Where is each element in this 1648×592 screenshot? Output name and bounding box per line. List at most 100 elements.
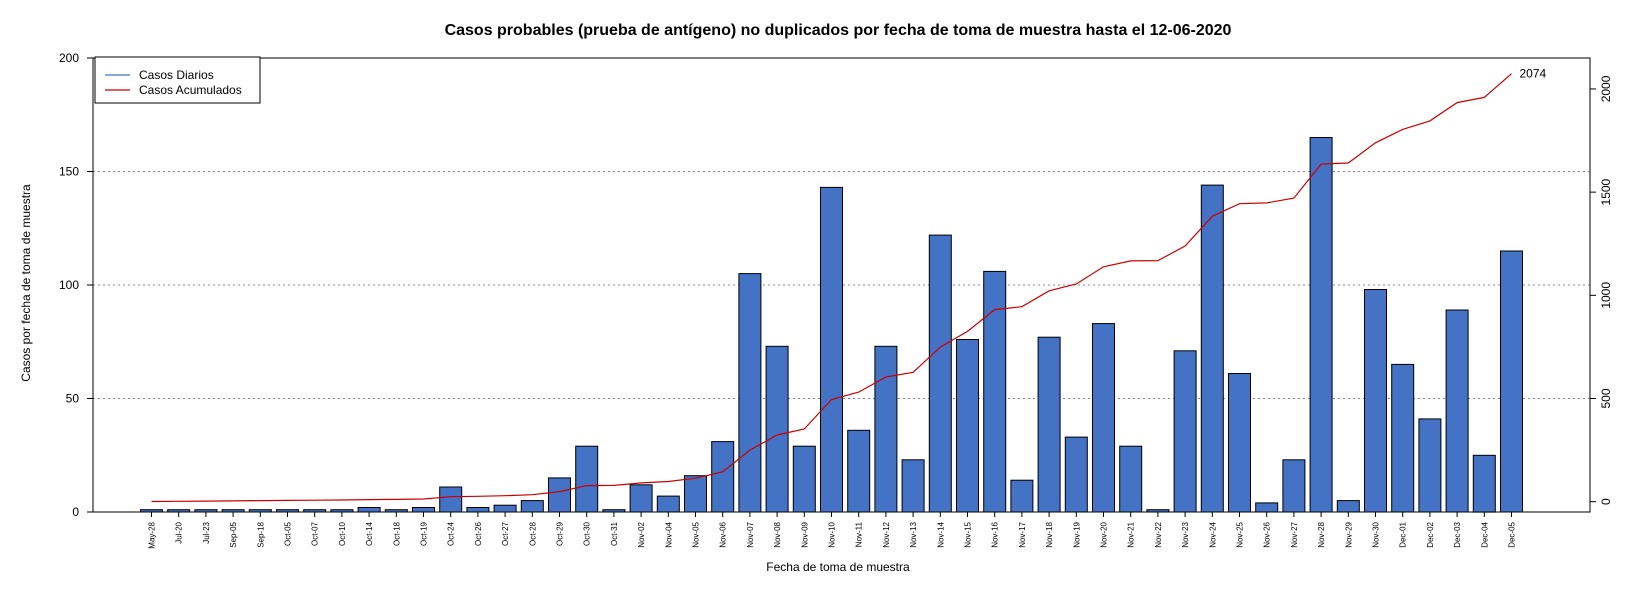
- bar: [548, 477, 571, 513]
- y-tick-label: 200: [59, 51, 79, 65]
- x-tick-label: Oct-18: [392, 521, 401, 546]
- bar: [357, 507, 381, 513]
- y2-tick-label: 500: [1599, 388, 1613, 408]
- x-tick-label: Dec-03: [1453, 521, 1462, 547]
- y-axis-label: Casos por fecha de toma de muestra: [19, 184, 33, 382]
- x-tick-label: Nov-05: [692, 521, 701, 547]
- x-tick-label: Nov-27: [1290, 521, 1299, 547]
- bar: [466, 507, 490, 513]
- bar: [792, 445, 816, 513]
- x-tick-label: Oct-31: [610, 521, 619, 546]
- bar: [956, 339, 979, 513]
- x-tick-label: Nov-30: [1372, 521, 1381, 547]
- bar: [765, 345, 789, 513]
- bar: [820, 186, 843, 513]
- cumulative-line: [151, 73, 1512, 503]
- bar: [738, 273, 762, 513]
- x-tick-label: Nov-15: [964, 521, 973, 547]
- x-tick-label: Nov-20: [1100, 521, 1109, 547]
- cumulative-end-label: 2074: [1520, 67, 1547, 81]
- daily-bars: [140, 137, 1523, 513]
- x-tick-label: Nov-26: [1263, 521, 1272, 547]
- bar: [629, 484, 653, 513]
- y-axis-left: 0 50 100 150 200: [59, 51, 93, 519]
- x-tick-label: Nov-06: [719, 521, 728, 547]
- chart-title: Casos probables (prueba de antígeno) no …: [445, 22, 1232, 39]
- x-tick-label: Nov-16: [991, 521, 1000, 547]
- x-tick-label: Nov-04: [664, 521, 673, 547]
- y-tick-label: 100: [59, 278, 79, 292]
- x-tick-label: Oct-19: [420, 521, 429, 546]
- bar: [1010, 479, 1034, 513]
- bar: [928, 234, 952, 513]
- bar: [1255, 502, 1279, 513]
- x-axis-label: Fecha de toma de muestra: [766, 560, 910, 574]
- x-tick-label: Oct-05: [284, 521, 293, 546]
- x-tick-label: Oct-29: [556, 521, 565, 546]
- bar: [847, 429, 871, 513]
- bar: [412, 507, 435, 513]
- bar: [1228, 373, 1251, 513]
- x-tick-label: Dec-05: [1508, 521, 1517, 547]
- x-tick-label: Nov-08: [773, 521, 782, 547]
- y2-tick-label: 1000: [1599, 282, 1613, 309]
- bar: [1364, 289, 1387, 513]
- legend-label-daily: Casos Diarios: [139, 68, 214, 82]
- x-tick-label: Jul-23: [202, 521, 211, 543]
- x-tick-label: May-28: [148, 521, 157, 548]
- x-tick-label: Oct-30: [583, 521, 592, 546]
- bar: [684, 475, 707, 513]
- x-axis: May-28 Jul-20 Jul-23 Sep-05 Sep-18 Oct-05 Oct-…: [148, 512, 1517, 549]
- y-tick-label: 50: [66, 392, 80, 406]
- x-tick-label: Nov-14: [936, 521, 945, 547]
- bar: [656, 495, 680, 513]
- y2-tick-label: 2000: [1599, 75, 1613, 102]
- x-tick-label: Nov-28: [1317, 521, 1326, 547]
- x-tick-label: Jul-20: [175, 521, 184, 543]
- bar: [1037, 336, 1061, 513]
- bar: [1282, 459, 1306, 513]
- y2-tick-label: 1500: [1599, 178, 1613, 205]
- x-tick-label: Oct-14: [365, 521, 374, 546]
- x-tick-label: Nov-07: [746, 521, 755, 547]
- bar: [1500, 250, 1523, 513]
- x-tick-label: Nov-21: [1127, 521, 1136, 547]
- legend: Casos Diarios Casos Acumulados: [94, 56, 261, 104]
- x-tick-label: Nov-17: [1018, 521, 1027, 547]
- bar: [1200, 184, 1224, 513]
- bar: [1418, 418, 1442, 513]
- bar: [1336, 500, 1360, 513]
- bar: [711, 441, 735, 513]
- x-tick-label: Oct-28: [528, 521, 537, 546]
- x-tick-label: Oct-10: [338, 521, 347, 546]
- x-tick-label: Nov-18: [1045, 521, 1054, 547]
- bar: [1391, 363, 1415, 513]
- x-tick-label: Nov-25: [1236, 521, 1245, 547]
- x-tick-label: Nov-12: [882, 521, 891, 547]
- x-tick-label: Oct-24: [447, 521, 456, 546]
- bar: [901, 459, 925, 513]
- y2-tick-label: 0: [1599, 498, 1613, 505]
- y-axis-right: 0 500 1000 1500 2000: [1590, 75, 1613, 505]
- x-tick-label: Oct-26: [474, 521, 483, 546]
- bar: [1173, 350, 1197, 513]
- x-tick-label: Nov-10: [828, 521, 837, 547]
- bar: [1309, 137, 1333, 513]
- bar: [575, 445, 599, 513]
- x-tick-label: Sep-05: [229, 521, 238, 547]
- bar: [1064, 436, 1088, 513]
- x-tick-label: Dec-02: [1426, 521, 1435, 547]
- x-tick-label: Nov-19: [1072, 521, 1081, 547]
- bar: [1445, 309, 1469, 513]
- x-tick-label: Sep-18: [256, 521, 265, 547]
- bar: [439, 486, 463, 513]
- bar: [1119, 445, 1143, 513]
- bar: [493, 504, 517, 513]
- legend-box: [94, 56, 261, 104]
- x-tick-label: Nov-23: [1181, 521, 1190, 547]
- x-tick-label: Dec-04: [1480, 521, 1489, 547]
- x-tick-label: Dec-01: [1399, 521, 1408, 547]
- x-tick-label: Nov-09: [800, 521, 809, 547]
- bar: [1092, 323, 1115, 513]
